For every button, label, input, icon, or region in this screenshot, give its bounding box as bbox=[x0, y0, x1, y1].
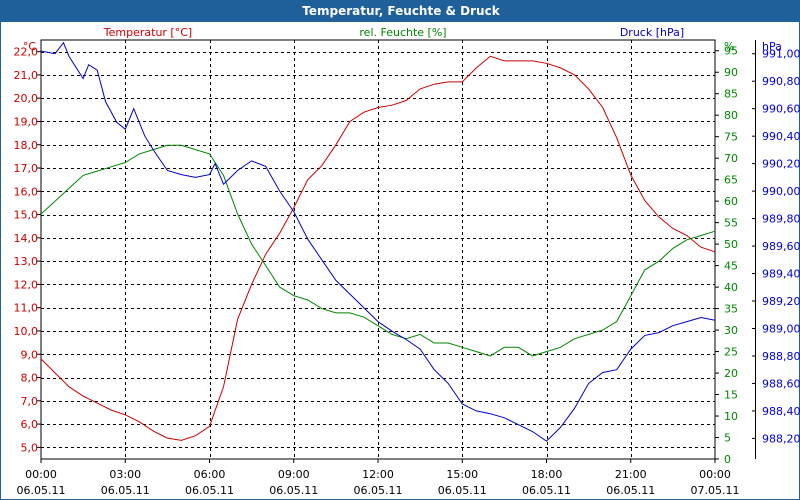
temperature-tick-label: 17,0 bbox=[14, 162, 39, 175]
temperature-tick-label: 5,0 bbox=[21, 441, 39, 454]
humidity-tick-label: 40 bbox=[724, 281, 738, 294]
humidity-tick-label: 5 bbox=[724, 432, 731, 445]
humidity-tick-label: 25 bbox=[724, 346, 738, 359]
pressure-tick-label: 989,80 bbox=[762, 213, 800, 226]
humidity-tick-label: 55 bbox=[724, 217, 738, 230]
x-date-label: 06.05.11 bbox=[438, 484, 487, 497]
humidity-tick-label: 60 bbox=[724, 195, 738, 208]
pressure-tick-label: 988,20 bbox=[762, 432, 800, 445]
humidity-tick-label: 0 bbox=[724, 453, 731, 466]
temperature-tick-label: 22,0 bbox=[14, 46, 39, 59]
temperature-tick-label: 6,0 bbox=[21, 418, 39, 431]
temperature-tick-label: 21,0 bbox=[14, 69, 39, 82]
humidity-tick-label: 75 bbox=[724, 131, 738, 144]
x-date-label: 06.05.11 bbox=[185, 484, 234, 497]
x-time-label: 09:00 bbox=[278, 468, 310, 481]
humidity-tick-label: 20 bbox=[724, 367, 738, 380]
humidity-tick-label: 70 bbox=[724, 152, 738, 165]
x-date-label: 06.05.11 bbox=[522, 484, 571, 497]
humidity-tick-label: 50 bbox=[724, 238, 738, 251]
temperature-tick-label: 20,0 bbox=[14, 92, 39, 105]
pressure-tick-label: 991,00 bbox=[762, 48, 800, 61]
humidity-tick-label: 15 bbox=[724, 389, 738, 402]
humidity-unit-label: % bbox=[724, 40, 734, 53]
humidity-tick-label: 95 bbox=[724, 45, 738, 58]
pressure-tick-label: 990,80 bbox=[762, 75, 800, 88]
pressure-tick-label: 990,60 bbox=[762, 103, 800, 116]
pressure-tick-label: 990,40 bbox=[762, 130, 800, 143]
pressure-tick-label: 988,80 bbox=[762, 350, 800, 363]
temperature-tick-label: 15,0 bbox=[14, 209, 39, 222]
humidity-tick-label: 30 bbox=[724, 324, 738, 337]
humidity-tick-label: 10 bbox=[724, 410, 738, 423]
x-time-label: 00:00 bbox=[25, 468, 57, 481]
series-line-temperature bbox=[40, 55, 716, 441]
legend-temperature: Temperatur [°C] bbox=[103, 26, 192, 39]
x-time-label: 15:00 bbox=[446, 468, 478, 481]
pressure-tick-label: 988,60 bbox=[762, 377, 800, 390]
temperature-tick-label: 10,0 bbox=[14, 325, 39, 338]
x-date-label: 06.05.11 bbox=[101, 484, 150, 497]
humidity-tick-label: 90 bbox=[724, 66, 738, 79]
legend-humidity: rel. Feuchte [%] bbox=[359, 26, 446, 39]
humidity-tick-label: 45 bbox=[724, 260, 738, 273]
temperature-unit-label: °C bbox=[23, 40, 37, 53]
legend-pressure: Druck [hPa] bbox=[620, 26, 684, 39]
pressure-tick-label: 990,20 bbox=[762, 158, 800, 171]
pressure-tick-label: 989,20 bbox=[762, 295, 800, 308]
temperature-tick-label: 7,0 bbox=[21, 395, 39, 408]
temperature-tick-label: 14,0 bbox=[14, 232, 39, 245]
labels-group: °C % hPa Temperatur [°C] rel. Feuchte [%… bbox=[23, 26, 782, 53]
x-date-label: 06.05.11 bbox=[606, 484, 655, 497]
x-date-label: 07.05.11 bbox=[691, 484, 740, 497]
temperature-tick-label: 13,0 bbox=[14, 255, 39, 268]
pressure-unit-label: hPa bbox=[762, 40, 782, 53]
humidity-tick-label: 80 bbox=[724, 109, 738, 122]
pressure-tick-label: 990,00 bbox=[762, 185, 800, 198]
series-line-pressure bbox=[40, 41, 716, 442]
temperature-tick-label: 9,0 bbox=[21, 348, 39, 361]
x-time-label: 00:00 bbox=[699, 468, 731, 481]
x-time-label: 21:00 bbox=[615, 468, 647, 481]
x-date-label: 06.05.11 bbox=[354, 484, 403, 497]
chart-title: Temperatur, Feuchte & Druck bbox=[1, 1, 800, 22]
x-time-label: 03:00 bbox=[109, 468, 141, 481]
temperature-tick-label: 19,0 bbox=[14, 115, 39, 128]
temperature-tick-label: 11,0 bbox=[14, 302, 39, 315]
axes-group: 5,0 6,0 7,0 8,0 9,0 10,0 11,0 12,0 13,0 14,0 15,0 1… bbox=[14, 40, 800, 497]
x-time-label: 12:00 bbox=[362, 468, 394, 481]
x-time-label: 06:00 bbox=[194, 468, 226, 481]
pressure-tick-label: 988,40 bbox=[762, 405, 800, 418]
humidity-tick-label: 85 bbox=[724, 88, 738, 101]
temperature-tick-label: 18,0 bbox=[14, 139, 39, 152]
temperature-tick-label: 12,0 bbox=[14, 278, 39, 291]
x-date-label: 06.05.11 bbox=[269, 484, 318, 497]
humidity-tick-label: 65 bbox=[724, 174, 738, 187]
grid-lines bbox=[41, 40, 715, 459]
temperature-tick-label: 16,0 bbox=[14, 185, 39, 198]
pressure-tick-label: 989,60 bbox=[762, 240, 800, 253]
humidity-tick-label: 35 bbox=[724, 303, 738, 316]
temperature-tick-label: 8,0 bbox=[21, 372, 39, 385]
x-date-label: 06.05.11 bbox=[17, 484, 66, 497]
series-group bbox=[40, 41, 716, 442]
x-time-label: 18:00 bbox=[531, 468, 563, 481]
pressure-tick-label: 989,00 bbox=[762, 322, 800, 335]
pressure-tick-label: 989,40 bbox=[762, 268, 800, 281]
